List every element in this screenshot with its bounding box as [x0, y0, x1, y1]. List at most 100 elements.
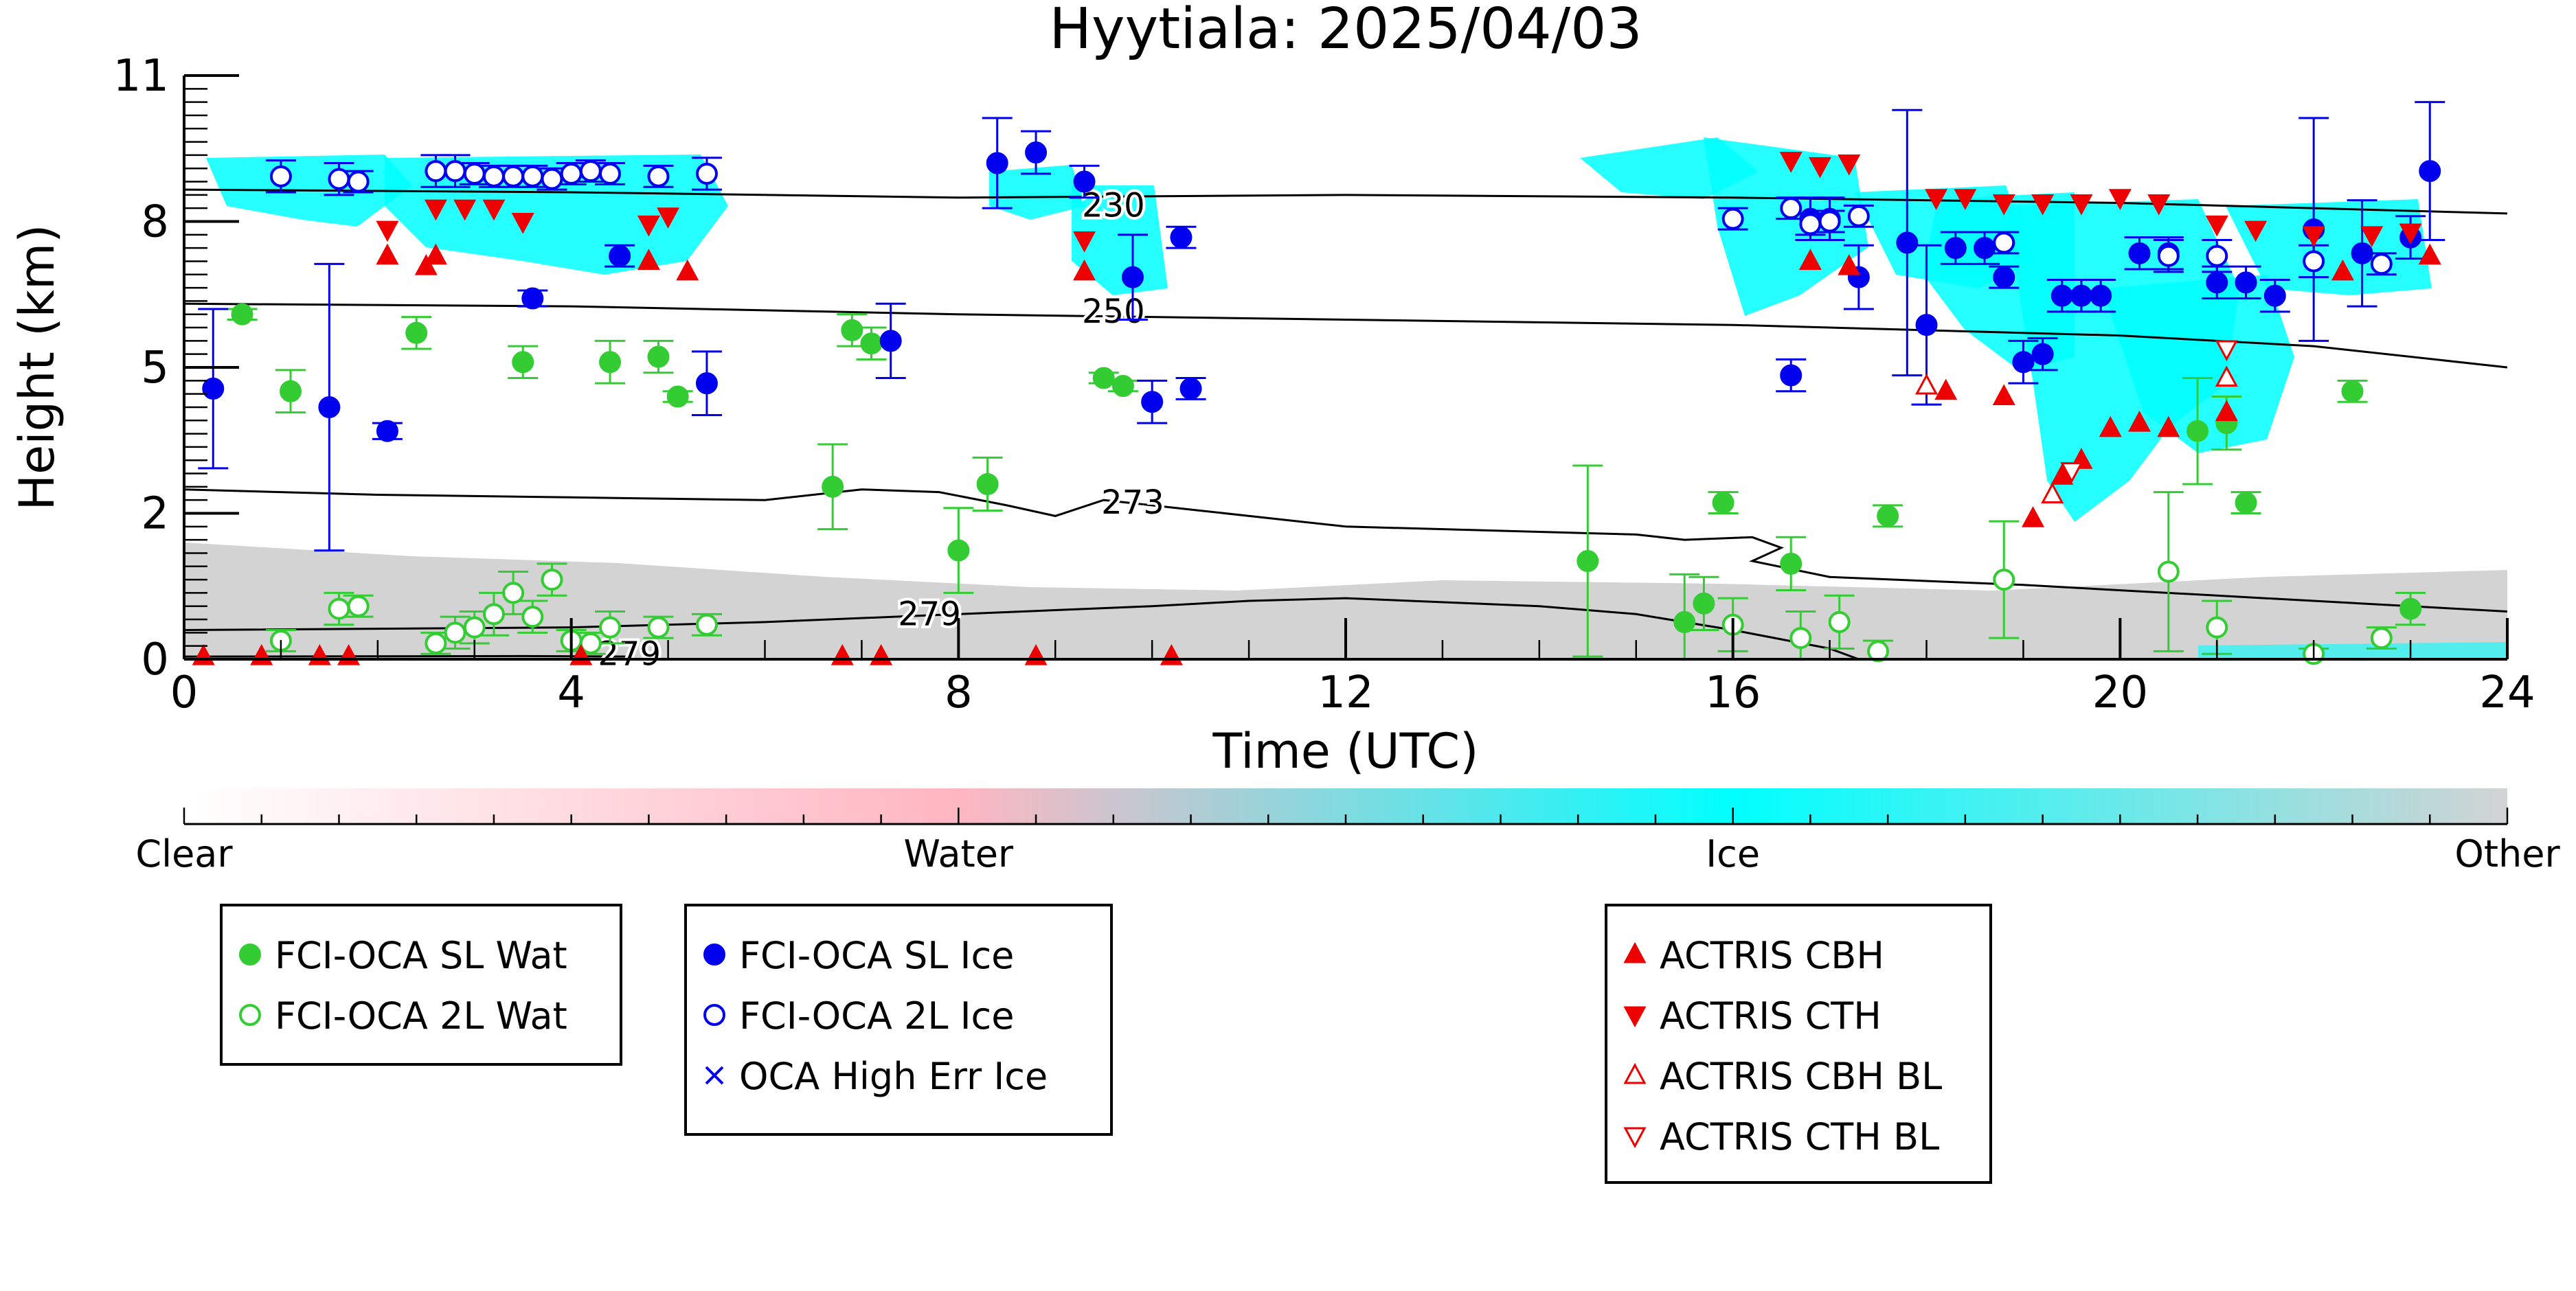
y-tick-label: 2 — [141, 489, 169, 540]
temperature-contour-line — [184, 488, 2507, 613]
legend-entry-label: FCI-OCA SL Ice — [739, 934, 1014, 977]
data-point — [2012, 351, 2035, 374]
data-point — [2331, 259, 2354, 281]
data-point — [2108, 189, 2132, 210]
data-point — [1993, 266, 2015, 288]
data-point — [1974, 237, 1996, 260]
temperature-contour-label: 279 — [898, 595, 961, 633]
data-point — [2070, 194, 2093, 216]
data-point — [1799, 213, 1822, 236]
data-point — [482, 603, 505, 626]
legend-entry-label: ACTRIS CTH BL — [1660, 1115, 1939, 1158]
data-point — [2418, 243, 2441, 265]
data-point — [599, 162, 622, 185]
legend-entry-label: FCI-OCA SL Wat — [275, 934, 567, 977]
data-point — [2128, 410, 2151, 432]
data-point — [425, 632, 447, 654]
data-point — [637, 215, 660, 237]
data-point — [599, 616, 622, 639]
data-point — [579, 632, 602, 654]
legend-entry-label: FCI-OCA 2L Ice — [739, 994, 1014, 1038]
temperature-contour-line — [184, 597, 1860, 659]
temperature-contour-label: 279 — [598, 635, 661, 673]
data-point — [502, 582, 525, 604]
data-point — [239, 944, 261, 966]
data-point — [986, 152, 1008, 174]
data-point — [1111, 375, 1134, 398]
data-point — [2215, 340, 2238, 362]
data-point — [2370, 627, 2393, 650]
data-point — [2128, 242, 2151, 264]
data-point — [463, 616, 486, 639]
data-point — [647, 616, 670, 639]
temperature-contour-label: 230 — [1082, 186, 1145, 225]
data-point — [2031, 194, 2055, 216]
data-point — [2050, 464, 2074, 485]
data-point — [521, 165, 544, 187]
data-point — [511, 213, 534, 234]
data-point — [703, 944, 725, 966]
data-point — [1073, 170, 1096, 193]
data-point — [1828, 610, 1851, 633]
data-point — [609, 244, 631, 267]
temperature-contour-label: 250 — [1082, 293, 1145, 331]
data-point — [376, 243, 399, 265]
data-point — [1721, 207, 1744, 230]
legend-entry-label: FCI-OCA 2L Wat — [275, 994, 567, 1038]
data-point — [1141, 391, 1164, 413]
legend-box — [220, 904, 622, 1066]
data-point — [860, 332, 883, 355]
data-point — [202, 377, 225, 400]
data-point — [376, 220, 399, 242]
data-point — [2070, 284, 2092, 307]
data-point — [1914, 373, 1939, 395]
data-point — [695, 372, 718, 395]
x-tick-label: 16 — [1705, 667, 1761, 718]
data-point — [705, 1066, 724, 1085]
data-point — [444, 160, 466, 183]
legends: FCI-OCA SL Wat FCI-OCA 2L Wat FCI-OCA SL I… — [220, 904, 1992, 1184]
data-point — [1623, 1006, 1647, 1028]
colorbar-label: Water — [904, 832, 1014, 876]
data-point — [1780, 197, 1803, 220]
data-point — [1179, 377, 1202, 400]
data-point — [502, 165, 525, 187]
y-axis-ticks: 0 2 5 8 11 — [113, 51, 239, 685]
data-point — [666, 385, 689, 408]
data-point — [1877, 505, 1899, 527]
data-point — [453, 199, 477, 221]
x-axis-ticks: 0 4 8 12 16 20 24 — [170, 618, 2535, 718]
data-point — [2206, 616, 2228, 639]
data-point — [1712, 492, 1735, 514]
cloud-classification-background — [184, 137, 2507, 659]
data-point — [463, 162, 486, 185]
data-point — [1993, 231, 2015, 254]
data-point — [521, 606, 544, 628]
data-point — [1092, 367, 1115, 389]
colorbar-label: Other — [2454, 832, 2560, 876]
data-point — [1818, 210, 1841, 233]
data-point — [1992, 384, 2015, 405]
data-point — [482, 199, 506, 221]
data-point — [1896, 231, 1919, 254]
data-point — [879, 330, 902, 352]
data-point — [2360, 226, 2384, 247]
data-point — [2244, 220, 2268, 242]
data-point — [2041, 482, 2064, 503]
data-point — [1673, 610, 1696, 633]
data-point — [521, 287, 544, 310]
data-point — [1944, 237, 1967, 260]
data-point — [647, 345, 670, 368]
data-point — [425, 160, 447, 183]
data-point — [512, 351, 534, 374]
data-point — [2090, 284, 2112, 307]
data-point — [1780, 552, 1803, 575]
data-point — [1954, 189, 1977, 210]
data-point — [280, 380, 302, 402]
data-point — [2303, 250, 2325, 273]
data-point — [1867, 640, 1890, 663]
y-tick-label: 8 — [141, 197, 169, 248]
data-point — [1073, 259, 1096, 281]
